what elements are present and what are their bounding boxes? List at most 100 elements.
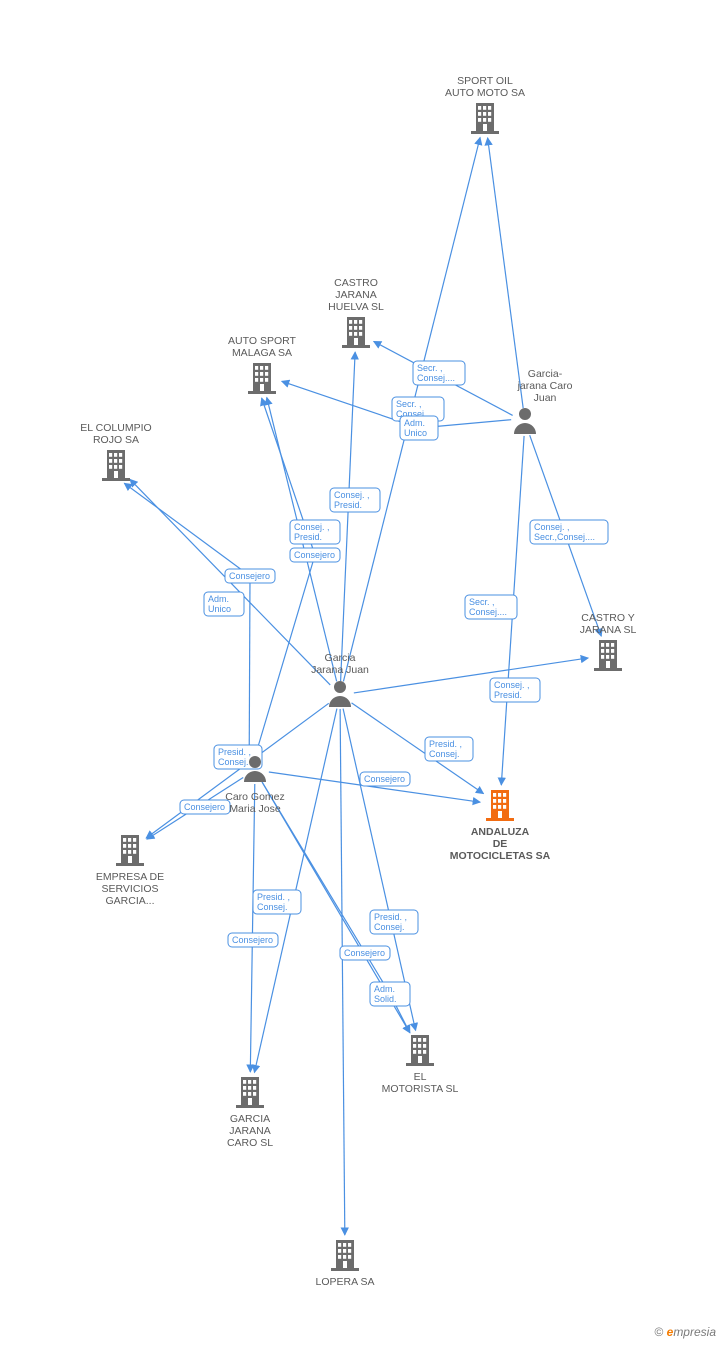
- svg-text:Solid.: Solid.: [374, 994, 397, 1004]
- node-label: EMPRESA DE: [96, 871, 164, 883]
- company-node-autosport[interactable]: AUTO SPORTMALAGA SA: [228, 335, 296, 394]
- edge-role-label: Consej. ,Presid.: [290, 520, 340, 544]
- edge-role-label: Presid. ,Consej.: [370, 910, 418, 934]
- building-icon: [594, 640, 622, 671]
- node-label: JARANA: [335, 289, 376, 301]
- edge-role-label: Secr. ,Consej....: [413, 361, 465, 385]
- edge-role-label: Consejero: [360, 772, 410, 786]
- person-icon: [329, 681, 351, 707]
- node-label: SPORT OIL: [457, 75, 513, 87]
- node-label: LOPERA SA: [316, 1276, 375, 1288]
- svg-text:Consej. ,: Consej. ,: [294, 522, 330, 532]
- building-icon: [331, 1240, 359, 1271]
- edge-role-label: Adm.Solid.: [370, 982, 410, 1006]
- svg-text:Secr. ,: Secr. ,: [417, 363, 443, 373]
- svg-text:Consej....: Consej....: [469, 607, 507, 617]
- svg-text:Secr.,Consej....: Secr.,Consej....: [534, 532, 595, 542]
- node-label: DE: [493, 838, 508, 850]
- edge-role-label: Consej. ,Presid.: [330, 488, 380, 512]
- svg-text:Consej. ,: Consej. ,: [534, 522, 570, 532]
- node-label: ROJO SA: [93, 434, 139, 446]
- edge-role-label: Adm.Unico: [400, 416, 438, 440]
- node-label: CASTRO: [334, 277, 378, 289]
- footer-branding: © empresia: [654, 1325, 716, 1339]
- edge: [340, 709, 345, 1235]
- node-label: MALAGA SA: [232, 347, 292, 359]
- company-node-empresa[interactable]: EMPRESA DESERVICIOSGARCIA...: [96, 835, 164, 907]
- node-label: EL COLUMPIO: [80, 422, 151, 434]
- building-icon: [236, 1077, 264, 1108]
- svg-text:Consejero: Consejero: [184, 802, 225, 812]
- edge-role-label: Consejero: [228, 933, 278, 947]
- svg-text:Consej. ,: Consej. ,: [334, 490, 370, 500]
- svg-text:Consej. ,: Consej. ,: [494, 680, 530, 690]
- svg-text:Consejero: Consejero: [294, 550, 335, 560]
- edge: [488, 138, 524, 408]
- edge-role-label: Consejero: [340, 946, 390, 960]
- building-icon: [248, 363, 276, 394]
- edge: [354, 658, 588, 693]
- svg-text:Consejero: Consejero: [232, 935, 273, 945]
- svg-text:Consejero: Consejero: [364, 774, 405, 784]
- node-label: Garcia-: [528, 368, 563, 380]
- building-icon: [102, 450, 130, 481]
- svg-text:Consejero: Consejero: [229, 571, 270, 581]
- edge-role-label: Presid. ,Consej.: [425, 737, 473, 761]
- svg-text:Presid. ,: Presid. ,: [218, 747, 251, 757]
- company-node-castrojh[interactable]: CASTROJARANAHUELVA SL: [328, 277, 384, 348]
- node-label: AUTO SPORT: [228, 335, 296, 347]
- edge: [341, 352, 356, 681]
- svg-text:Consej....: Consej....: [417, 373, 455, 383]
- building-icon: [116, 835, 144, 866]
- svg-text:Presid.: Presid.: [294, 532, 322, 542]
- node-label: CARO SL: [227, 1137, 273, 1149]
- copyright-symbol: ©: [654, 1325, 663, 1339]
- svg-text:Unico: Unico: [404, 428, 427, 438]
- node-label: Garcia: [325, 652, 356, 664]
- svg-text:Presid. ,: Presid. ,: [257, 892, 290, 902]
- person-icon: [514, 408, 536, 434]
- svg-text:Adm.: Adm.: [208, 594, 229, 604]
- edge-role-label: Consej. ,Secr.,Consej....: [530, 520, 608, 544]
- svg-text:Consej.: Consej.: [257, 902, 288, 912]
- node-label: JARANA SL: [580, 624, 637, 636]
- node-label: Caro Gomez: [225, 791, 285, 803]
- node-label: AUTO MOTO SA: [445, 87, 525, 99]
- company-node-castroyj[interactable]: CASTRO YJARANA SL: [580, 612, 637, 671]
- company-node-motorista[interactable]: ELMOTORISTA SL: [382, 1035, 459, 1095]
- svg-text:Presid.: Presid.: [334, 500, 362, 510]
- node-label: SERVICIOS: [102, 883, 159, 895]
- edge-role-label: Consej. ,Presid.: [490, 678, 540, 702]
- building-icon: [471, 103, 499, 134]
- svg-text:Unico: Unico: [208, 604, 231, 614]
- edge-role-label: Consejero: [225, 569, 275, 583]
- person-node-gjjuan[interactable]: GarciaJarana Juan: [311, 652, 369, 707]
- company-node-gjcarosl[interactable]: GARCIAJARANACARO SL: [227, 1077, 273, 1149]
- edge: [146, 703, 329, 838]
- svg-text:Consej.: Consej.: [218, 757, 249, 767]
- svg-text:Presid. ,: Presid. ,: [374, 912, 407, 922]
- svg-text:Presid.: Presid.: [494, 690, 522, 700]
- building-icon: [406, 1035, 434, 1066]
- node-label: GARCIA...: [105, 895, 154, 907]
- edge-role-label: Presid. ,Consej.: [253, 890, 301, 914]
- edge-role-label: Adm.Unico: [204, 592, 244, 616]
- company-node-andaluza[interactable]: ANDALUZADEMOTOCICLETAS SA: [450, 790, 551, 862]
- svg-text:Consejero: Consejero: [344, 948, 385, 958]
- edge-role-label: Consejero: [290, 548, 340, 562]
- node-label: CASTRO Y: [581, 612, 634, 624]
- network-diagram: Secr. ,Consej....Consej. ,Presid.Consej.…: [0, 0, 728, 1345]
- edge: [250, 784, 254, 1072]
- node-label: MOTORISTA SL: [382, 1083, 459, 1095]
- node-label: Juan: [534, 392, 557, 404]
- svg-text:Presid. ,: Presid. ,: [429, 739, 462, 749]
- svg-text:Secr. ,: Secr. ,: [396, 399, 422, 409]
- node-label: EL: [414, 1071, 427, 1083]
- node-label: MOTOCICLETAS SA: [450, 850, 551, 862]
- brand-rest: mpresia: [673, 1325, 716, 1339]
- company-node-columpio[interactable]: EL COLUMPIOROJO SA: [80, 422, 151, 481]
- company-node-sportoil[interactable]: SPORT OILAUTO MOTO SA: [445, 75, 525, 134]
- node-label: ANDALUZA: [471, 826, 530, 838]
- svg-text:Consej.: Consej.: [374, 922, 405, 932]
- company-node-lopera[interactable]: LOPERA SA: [316, 1240, 375, 1288]
